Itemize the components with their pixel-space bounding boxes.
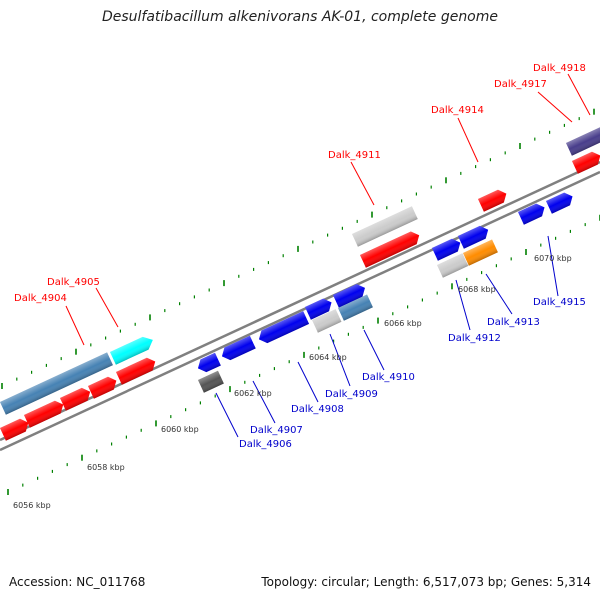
label-dalk-4914: Dalk_4914 — [431, 105, 484, 116]
scale-label-6062: 6062 kbp — [234, 389, 272, 398]
label-leader-lines — [65, 73, 591, 438]
gene-reverse-blue-1[interactable] — [195, 352, 221, 375]
gene-dalk-4914[interactable] — [478, 187, 509, 212]
gene-labels-reverse: Dalk_4906 Dalk_4907 Dalk_4908 Dalk_4909 … — [239, 297, 586, 450]
label-dalk-4908: Dalk_4908 — [291, 404, 344, 415]
gene-forward-blue-4[interactable] — [458, 223, 491, 249]
label-dalk-4904: Dalk_4904 — [14, 293, 67, 304]
gene-red-5[interactable] — [116, 355, 158, 385]
gene-forward-blue-3[interactable] — [432, 236, 463, 261]
gene-dalk-4909[interactable] — [312, 309, 342, 333]
scale-label-6064: 6064 kbp — [309, 353, 347, 362]
scale-label-6056: 6056 kbp — [13, 501, 51, 510]
scale-label-6068: 6068 kbp — [458, 285, 496, 294]
map-title: Desulfatibacillum alkenivorans AK-01, co… — [101, 9, 499, 25]
scale-label-6066: 6066 kbp — [384, 319, 422, 328]
reverse-genes — [195, 239, 498, 393]
gene-dalk-4907[interactable] — [219, 335, 256, 363]
gene-red-3[interactable] — [60, 385, 93, 411]
accession-text: Accession: NC_011768 — [9, 575, 146, 589]
gene-red-2[interactable] — [24, 398, 66, 428]
gene-red-7[interactable] — [572, 149, 600, 174]
gene-dalk-4911[interactable] — [352, 206, 418, 247]
gene-forward-blue-2[interactable] — [333, 282, 368, 308]
label-dalk-4905: Dalk_4905 — [47, 277, 100, 288]
upper-tick-track — [1, 108, 595, 389]
label-dalk-4911: Dalk_4911 — [328, 150, 381, 161]
label-dalk-4907: Dalk_4907 — [250, 425, 303, 436]
gene-dalk-4908[interactable] — [256, 311, 310, 346]
gene-dalk-4906[interactable] — [198, 370, 224, 393]
gene-forward-blue-5[interactable] — [518, 201, 547, 225]
label-dalk-4906: Dalk_4906 — [239, 439, 292, 450]
gene-forward-blue-6[interactable] — [546, 190, 575, 214]
label-dalk-4910: Dalk_4910 — [362, 372, 415, 383]
gene-dalk-4910[interactable] — [338, 294, 373, 321]
label-dalk-4913: Dalk_4913 — [487, 317, 540, 328]
scale-label-6060: 6060 kbp — [161, 425, 199, 434]
label-dalk-4917: Dalk_4917 — [494, 79, 547, 90]
forward-genes — [0, 126, 600, 415]
label-dalk-4918: Dalk_4918 — [533, 63, 586, 74]
genome-info-text: Topology: circular; Length: 6,517,073 bp… — [261, 575, 591, 589]
gene-red-4[interactable] — [88, 374, 119, 399]
scale-labels: 6056 kbp 6058 kbp 6060 kbp 6062 kbp 6064… — [13, 254, 572, 510]
gene-dalk-4912[interactable] — [437, 253, 469, 278]
label-dalk-4912: Dalk_4912 — [448, 333, 501, 344]
lower-tick-track — [7, 214, 600, 495]
gene-forward-blue-1[interactable] — [305, 296, 334, 320]
gene-red-6[interactable] — [360, 229, 422, 268]
gene-labels-forward: Dalk_4904 Dalk_4905 Dalk_4911 Dalk_4914 … — [14, 63, 586, 304]
gene-forward-block-1[interactable] — [0, 352, 113, 415]
gene-dalk-4917[interactable] — [566, 126, 600, 156]
label-dalk-4915: Dalk_4915 — [533, 297, 586, 308]
red-genes — [0, 149, 600, 441]
scale-label-6058: 6058 kbp — [87, 463, 125, 472]
gene-dalk-4913[interactable] — [463, 239, 498, 266]
gene-red-1[interactable] — [0, 416, 31, 441]
label-dalk-4909: Dalk_4909 — [325, 389, 378, 400]
scale-label-6070: 6070 kbp — [534, 254, 572, 263]
gene-dalk-4905[interactable] — [110, 334, 156, 365]
